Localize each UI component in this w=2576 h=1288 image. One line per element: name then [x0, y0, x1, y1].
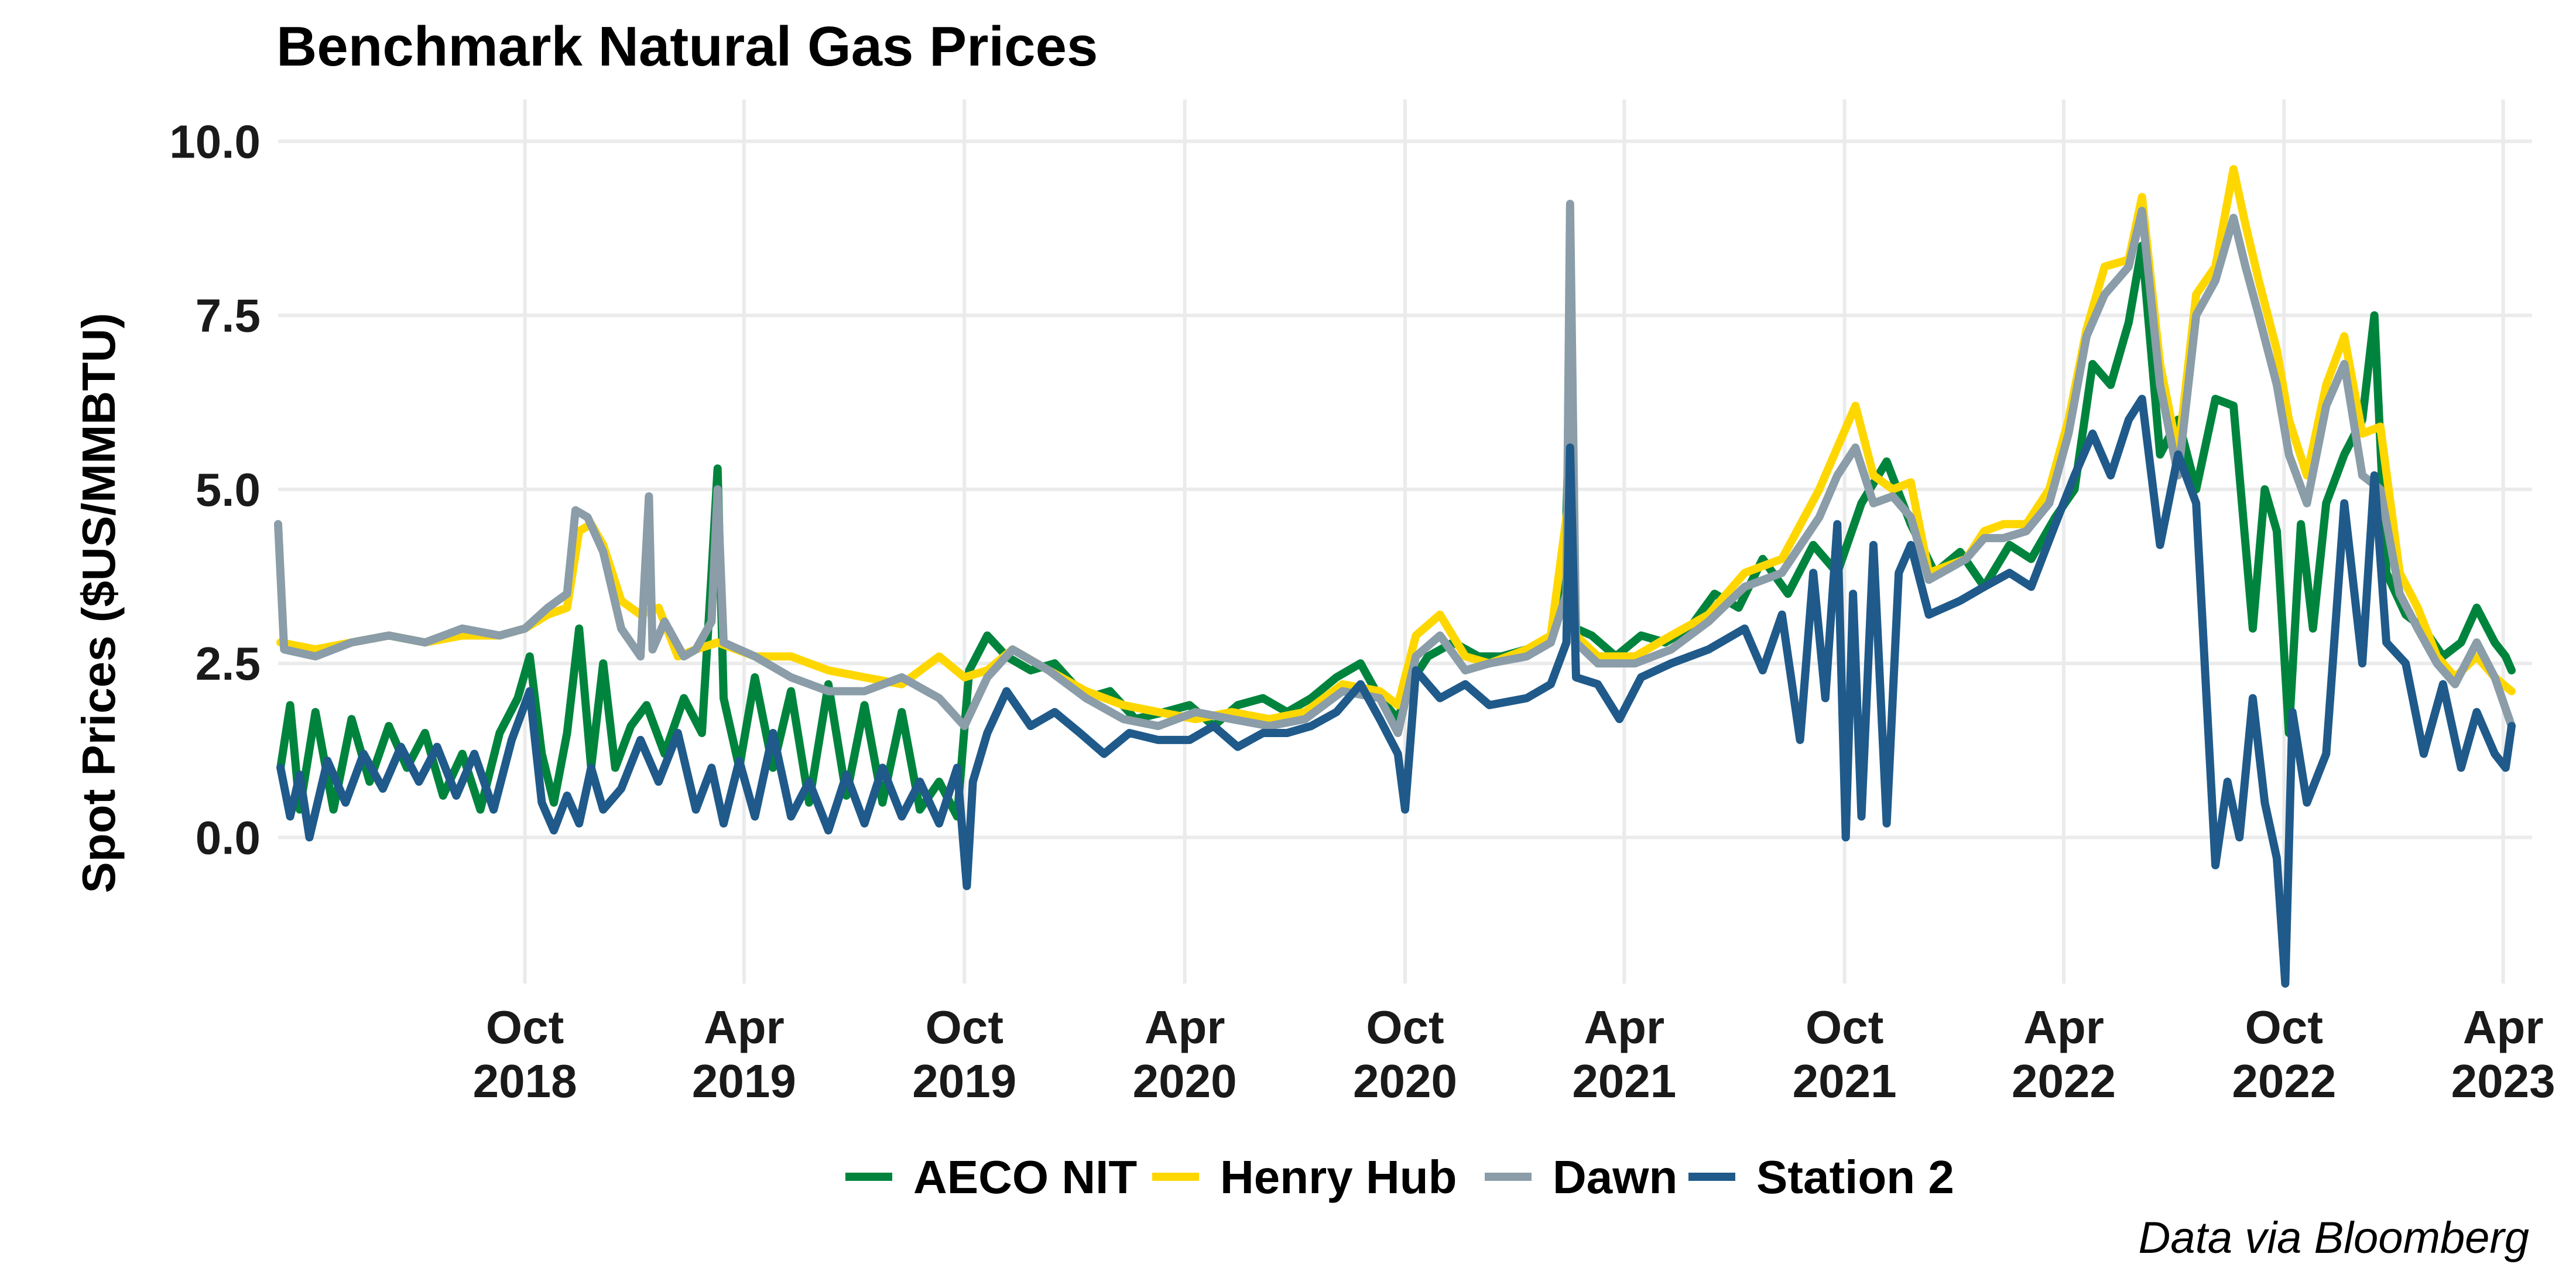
legend-item-aeco-nit[interactable]: AECO NIT: [845, 1151, 1137, 1203]
legend[interactable]: AECO NIT Henry Hub Dawn Station 2: [845, 1151, 1954, 1203]
legend-label: Dawn: [1553, 1151, 1677, 1203]
x-tick-label: Apr 2019: [692, 1001, 796, 1107]
plot-area: [274, 165, 2516, 988]
y-axis-title: Spot Prices ($US/MMBTU): [73, 313, 125, 893]
legend-item-station-2[interactable]: Station 2: [1688, 1151, 1954, 1203]
axis-ticks: 0.0 2.5 5.0 7.5 10.0 Oct 2018 Apr 2019 Oct 2019 Apr…: [169, 115, 2555, 1107]
y-tick-label: 7.5: [196, 290, 261, 342]
x-tick-label: Oct 2019: [912, 1001, 1016, 1107]
series-line-dawn: [274, 200, 2516, 737]
legend-label: Henry Hub: [1220, 1151, 1457, 1203]
x-tick-label: Oct 2018: [473, 1001, 577, 1107]
legend-label: AECO NIT: [913, 1151, 1137, 1203]
x-tick-label: Oct 2020: [1353, 1001, 1457, 1107]
y-tick-label: 5.0: [196, 464, 261, 516]
grid: [278, 100, 2532, 984]
x-tick-label: Oct 2021: [1793, 1001, 1897, 1107]
series-line-henry-hub: [276, 165, 2516, 724]
series-line-aeco-nit: [276, 241, 2516, 821]
legend-label: Station 2: [1756, 1151, 1954, 1203]
x-tick-label: Oct 2022: [2232, 1001, 2336, 1107]
legend-item-henry-hub[interactable]: Henry Hub: [1152, 1151, 1457, 1203]
chart-title: Benchmark Natural Gas Prices: [276, 15, 1098, 78]
series-line-station-2: [276, 395, 2516, 988]
x-tick-label: Apr 2022: [2012, 1001, 2116, 1107]
legend-item-dawn[interactable]: Dawn: [1485, 1151, 1677, 1203]
y-tick-label: 10.0: [169, 115, 261, 167]
x-tick-label: Apr 2020: [1133, 1001, 1237, 1107]
y-tick-label: 0.0: [196, 811, 261, 864]
caption: Data via Bloomberg: [2139, 1213, 2529, 1263]
x-tick-label: Apr 2023: [2451, 1001, 2556, 1107]
x-tick-label: Apr 2021: [1572, 1001, 1676, 1107]
y-tick-label: 2.5: [196, 638, 261, 690]
